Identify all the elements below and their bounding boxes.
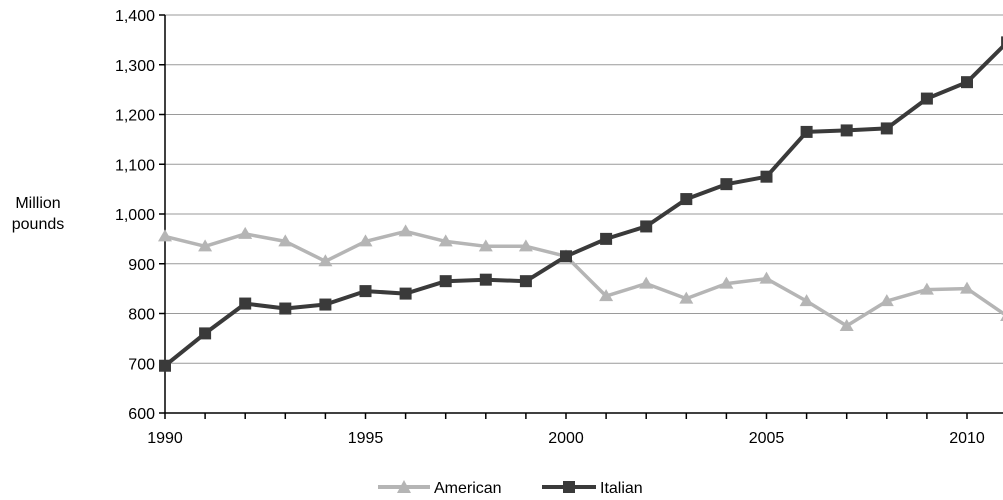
series-line-american bbox=[164, 229, 1003, 328]
data-point-american bbox=[1000, 316, 1003, 321]
y-axis-label-line-1: Million bbox=[15, 195, 60, 212]
data-point-italian bbox=[560, 250, 572, 263]
data-point-american bbox=[679, 291, 694, 304]
data-point-american bbox=[919, 282, 934, 295]
y-tick-label: 600 bbox=[128, 406, 155, 423]
y-tick-label: 1,100 bbox=[115, 157, 155, 174]
data-point-italian bbox=[720, 178, 733, 191]
legend-label-american: American bbox=[434, 480, 502, 497]
data-point-italian bbox=[1001, 36, 1003, 49]
x-tick-label: 2000 bbox=[548, 430, 584, 447]
legend-italian-marker bbox=[563, 481, 575, 493]
data-point-american bbox=[759, 271, 774, 284]
data-point-american bbox=[599, 289, 614, 302]
data-point-american bbox=[839, 318, 854, 331]
series-lines bbox=[158, 36, 1003, 372]
data-point-american bbox=[198, 239, 213, 252]
data-point-italian bbox=[159, 359, 171, 372]
data-point-american bbox=[879, 294, 894, 307]
data-point-american bbox=[960, 281, 974, 294]
data-point-italian bbox=[961, 76, 973, 89]
data-point-american bbox=[238, 226, 253, 239]
data-point-american bbox=[518, 239, 533, 252]
y-tick-label: 1,000 bbox=[115, 207, 155, 224]
legend-label-italian: Italian bbox=[600, 480, 643, 497]
data-point-italian bbox=[600, 232, 613, 245]
data-point-italian bbox=[199, 327, 212, 340]
legend-american-marker bbox=[397, 480, 411, 493]
data-point-italian bbox=[920, 92, 933, 105]
data-point-italian bbox=[399, 287, 412, 300]
data-point-italian bbox=[279, 302, 292, 315]
legend: American Italian bbox=[378, 480, 643, 497]
x-tick-label: 2010 bbox=[949, 430, 985, 447]
data-point-italian bbox=[239, 297, 252, 310]
data-point-american bbox=[799, 294, 814, 307]
y-tick-label: 800 bbox=[128, 307, 155, 324]
data-point-italian bbox=[640, 220, 653, 233]
data-point-american bbox=[278, 234, 293, 247]
y-tick-label: 1,400 bbox=[115, 8, 155, 25]
x-tick-label: 2005 bbox=[749, 430, 785, 447]
data-point-italian bbox=[680, 193, 693, 206]
y-axis-label-line-2: pounds bbox=[12, 216, 65, 233]
axes: 600 700 800 900 1,000 1,100 1,200 1,300 1,400 199… bbox=[115, 8, 1003, 447]
data-point-american bbox=[478, 239, 493, 252]
data-point-italian bbox=[359, 285, 372, 298]
data-point-american bbox=[639, 276, 654, 289]
data-point-italian bbox=[800, 125, 813, 138]
data-point-american bbox=[719, 276, 734, 289]
data-point-italian bbox=[760, 170, 773, 183]
x-tick-label: 1990 bbox=[147, 430, 183, 447]
data-point-american bbox=[158, 229, 172, 242]
data-point-american bbox=[438, 234, 453, 247]
data-point-italian bbox=[439, 275, 452, 288]
series-line-italian bbox=[163, 43, 1003, 368]
data-point-italian bbox=[479, 273, 492, 286]
y-tick-label: 1,200 bbox=[115, 108, 155, 125]
x-tick-label: 1995 bbox=[348, 430, 384, 447]
data-point-italian bbox=[840, 124, 853, 137]
data-point-american bbox=[398, 224, 413, 237]
data-point-american bbox=[318, 254, 333, 267]
y-tick-label: 700 bbox=[128, 356, 155, 373]
y-tick-label: 900 bbox=[128, 257, 155, 274]
data-point-italian bbox=[319, 298, 332, 311]
y-tick-label: 1,300 bbox=[115, 58, 155, 75]
data-point-italian bbox=[519, 275, 532, 288]
gridlines bbox=[165, 14, 1003, 364]
data-point-italian bbox=[880, 122, 893, 135]
data-point-american bbox=[358, 234, 373, 247]
